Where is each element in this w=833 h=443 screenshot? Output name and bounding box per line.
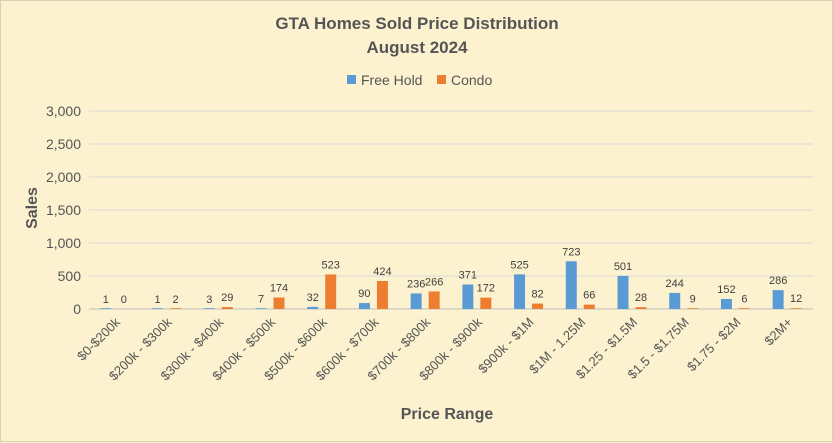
data-label: 286 xyxy=(769,275,787,287)
y-tick-label: 2,000 xyxy=(46,169,81,185)
bar xyxy=(669,292,681,309)
data-label: 3 xyxy=(206,294,212,306)
data-label: 0 xyxy=(121,294,127,306)
data-label: 66 xyxy=(583,290,595,302)
bar xyxy=(203,308,215,309)
data-label: 6 xyxy=(741,294,747,306)
bar xyxy=(358,303,370,309)
x-tick-label: $2M+ xyxy=(761,315,795,349)
bar xyxy=(790,308,802,309)
y-tick-label: 1,000 xyxy=(46,235,81,251)
data-label: 7 xyxy=(258,294,264,306)
data-label: 525 xyxy=(510,259,528,271)
data-label: 424 xyxy=(373,266,391,278)
data-label: 1 xyxy=(103,294,109,306)
bar xyxy=(635,307,647,309)
y-tick-label: 1,500 xyxy=(46,202,81,218)
y-tick-label: 500 xyxy=(58,268,82,284)
bars xyxy=(100,261,802,309)
bar xyxy=(514,274,526,309)
bar xyxy=(410,293,422,309)
legend-swatch-0 xyxy=(347,75,356,84)
y-axis-ticks: 0 500 1,000 1,500 2,000 2,500 3,000 xyxy=(46,103,81,317)
data-label: 172 xyxy=(477,283,495,295)
bar xyxy=(100,308,112,309)
bar xyxy=(273,297,285,309)
data-label: 723 xyxy=(562,246,580,258)
y-axis-title: Sales xyxy=(24,187,41,229)
bar xyxy=(170,308,182,309)
data-label: 236 xyxy=(407,278,425,290)
data-label: 1 xyxy=(155,294,161,306)
data-label: 82 xyxy=(531,289,543,301)
bar xyxy=(738,308,750,309)
bar xyxy=(152,308,164,309)
legend: Free Hold Condo xyxy=(347,72,492,88)
y-tick-label: 3,000 xyxy=(46,103,81,119)
bar xyxy=(376,281,388,309)
chart-title: GTA Homes Sold Price Distribution xyxy=(275,14,558,33)
y-tick-label: 2,500 xyxy=(46,136,81,152)
bar xyxy=(583,304,595,309)
bar xyxy=(772,290,784,309)
data-label: 152 xyxy=(717,284,735,296)
bar xyxy=(687,308,699,309)
data-label: 174 xyxy=(270,283,288,295)
bar xyxy=(307,306,319,309)
legend-label-0: Free Hold xyxy=(361,72,422,88)
data-label: 32 xyxy=(307,292,319,304)
data-label: 29 xyxy=(221,292,233,304)
data-label: 28 xyxy=(635,292,647,304)
x-axis-ticks: $0-$200k$200k - $300k$300k - $400k$400k … xyxy=(74,314,795,383)
bar xyxy=(532,303,544,309)
data-label: 501 xyxy=(614,261,632,273)
data-label: 523 xyxy=(322,259,340,271)
x-tick-label: $1.75 - $2M xyxy=(684,315,744,375)
bar xyxy=(325,274,337,309)
data-label: 266 xyxy=(425,276,443,288)
data-label: 12 xyxy=(790,293,802,305)
bar xyxy=(255,308,267,309)
bar xyxy=(428,291,440,309)
chart-subtitle: August 2024 xyxy=(366,38,468,57)
bar xyxy=(480,297,492,309)
legend-label-1: Condo xyxy=(451,72,492,88)
gridlines xyxy=(89,110,813,310)
y-tick-label: 0 xyxy=(73,301,81,317)
bar xyxy=(617,275,629,309)
bar xyxy=(462,284,474,309)
data-label: 9 xyxy=(690,293,696,305)
bar xyxy=(221,307,233,309)
data-label: 90 xyxy=(358,288,370,300)
legend-swatch-1 xyxy=(437,75,446,84)
bar xyxy=(720,298,732,309)
data-label: 371 xyxy=(459,270,477,282)
x-tick-label: $0-$200k xyxy=(74,314,123,363)
x-axis-title: Price Range xyxy=(401,406,494,423)
data-label: 244 xyxy=(666,278,684,290)
bar xyxy=(565,261,577,309)
data-label: 2 xyxy=(173,294,179,306)
